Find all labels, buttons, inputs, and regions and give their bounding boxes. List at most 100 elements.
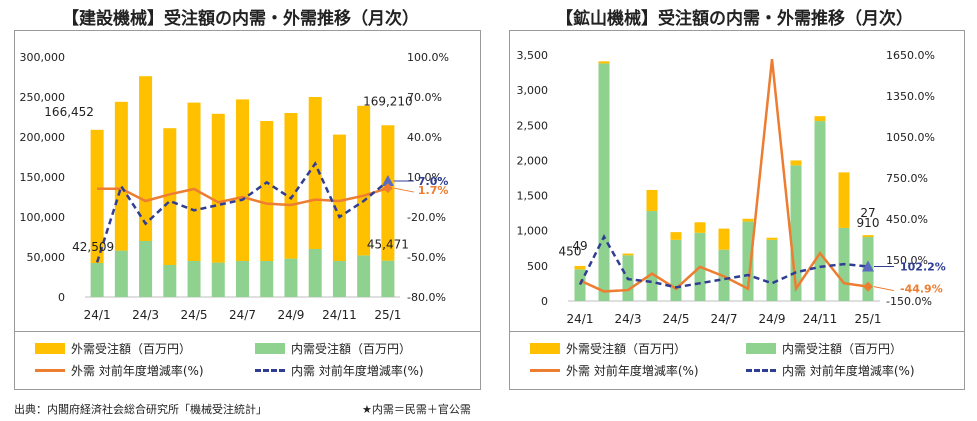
y-left-tick-label: 150,000 [20,171,66,184]
bar-domestic [308,249,322,297]
data-label: 102.2% [900,261,946,274]
legend-label: 内需 対前年度増減率(%) [291,364,424,378]
data-label: 27 [860,206,875,220]
legend-swatch [35,369,65,372]
bar-domestic [187,261,201,297]
marker-foreign-last [382,183,393,194]
y-left-tick-label: 500 [527,260,548,273]
bar-foreign [718,228,730,250]
legend-label: 内需受注額（百万円） [782,342,903,356]
bar-foreign [598,61,610,64]
data-label: 42,509 [72,240,114,254]
x-tick-label: 24/9 [277,308,304,322]
bar-foreign [187,102,201,261]
bar-domestic [139,241,153,297]
bar-foreign [308,97,322,249]
bar-domestic [766,239,778,301]
bar-foreign [90,129,104,263]
bar-foreign [790,160,802,166]
legend-foreign-bar: 外需受注額（百万円） [530,340,686,357]
y-right-tick-label: 450.0% [886,213,928,226]
chart1-frame: 0 50,000 100,000 150,000 200,000 250,000 300,0… [14,30,481,390]
line-foreign-rate [579,58,869,293]
bar-foreign [236,99,249,262]
y-left-tick-label: 0 [541,295,548,308]
bar-domestic [574,269,586,301]
bar-foreign [284,113,298,259]
source-note: 出典：内閣府経済社会総合研究所「機械受注統計」 [14,403,267,416]
data-label: -44.9% [900,283,943,296]
legend-label: 内需受注額（百万円） [291,342,412,356]
legend-label: 外需受注額（百万円） [566,342,687,356]
leader-foreign [873,286,895,292]
bar-domestic [790,165,802,301]
domestic-note: ★内需＝民需＋官公需 [362,403,471,416]
bar-domestic [284,258,298,297]
legend-domestic-line: 内需 対前年度増減率(%) [746,362,915,379]
chart2-frame: 0 500 1,000 1,500 2,000 2,500 3,000 3,500 -150.0… [509,30,965,390]
bar-foreign [766,237,778,240]
bar-foreign [838,172,850,228]
legend-swatch [255,343,285,354]
bar-domestic [646,211,658,301]
legend-foreign-line: 外需 対前年度増減率(%) [530,362,699,379]
x-tick-label: 24/1 [567,312,594,326]
bar-foreign [670,232,682,240]
y-left-tick-label: 2,500 [517,119,549,132]
chart1-plot: 0 50,000 100,000 150,000 200,000 250,000 300,0… [20,51,449,322]
marker-domestic-last [381,175,394,186]
bar-domestic [236,261,249,297]
chart2-legend: 外需受注額（百万円） 内需受注額（百万円） 外需 対前年度増減率(%) 内需 対… [510,331,964,390]
bar-foreign [211,113,225,263]
bar-foreign [163,128,177,265]
chart2-title: 【鉱山機械】受注額の内需・外需推移（月次） [556,9,913,29]
line-domestic-rate [578,234,869,289]
x-tick-label: 24/7 [711,312,738,326]
leader-foreign [393,187,414,193]
x-tick-label: 24/9 [759,312,786,326]
marker-domestic-last [862,260,874,272]
y-left-tick-label: 200,000 [20,131,66,144]
y-right-tick-label: 150.0% [886,254,928,267]
y-left-tick-label: 0 [58,291,65,304]
x-tick-label: 24/5 [663,312,690,326]
y-left-tick-label: 50,000 [27,251,66,264]
bar-domestic [357,255,371,297]
line-foreign-rate [97,186,389,207]
y-right-tick-label: -80.0% [407,291,446,304]
x-tick-label: 24/5 [181,308,208,322]
x-tick-label: 24/3 [615,312,642,326]
bar-foreign [862,235,874,238]
data-label: 7.0% [418,175,449,188]
bar-foreign [357,105,371,256]
x-tick-label: 25/1 [855,312,882,326]
legend-swatch [530,369,560,372]
y-left-tick-label: 300,000 [20,51,66,64]
bar-domestic [332,261,346,297]
data-label: 450 [559,244,582,258]
chart1-title: 【建設機械】受注額の内需・外需推移（月次） [62,9,419,29]
legend-swatch [530,343,560,354]
y-left-tick-label: 1,000 [517,225,549,238]
x-tick-label: 24/11 [322,308,357,322]
bar-domestic [90,262,104,297]
y-right-tick-label: 40.0% [407,131,442,144]
bar-domestic [381,260,395,297]
legend-swatch [746,369,776,372]
bar-domestic [598,63,610,302]
y-left-tick-label: 1,500 [517,190,549,203]
bar-domestic [814,121,826,301]
y-left-tick-label: 3,000 [517,84,549,97]
x-tick-label: 25/1 [374,308,401,322]
legend-label: 外需 対前年度増減率(%) [71,364,204,378]
x-tick-label: 24/1 [84,308,111,322]
bar-domestic [670,239,682,301]
bar-foreign [574,265,586,270]
legend-label: 外需受注額（百万円） [71,342,192,356]
bar-foreign [622,253,634,256]
legend-foreign-line: 外需 対前年度増減率(%) [35,362,204,379]
bar-foreign [814,116,826,122]
y-right-tick-label: 750.0% [886,172,928,185]
y-left-tick-label: 250,000 [20,91,66,104]
y-right-tick-label: 1050.0% [886,131,935,144]
